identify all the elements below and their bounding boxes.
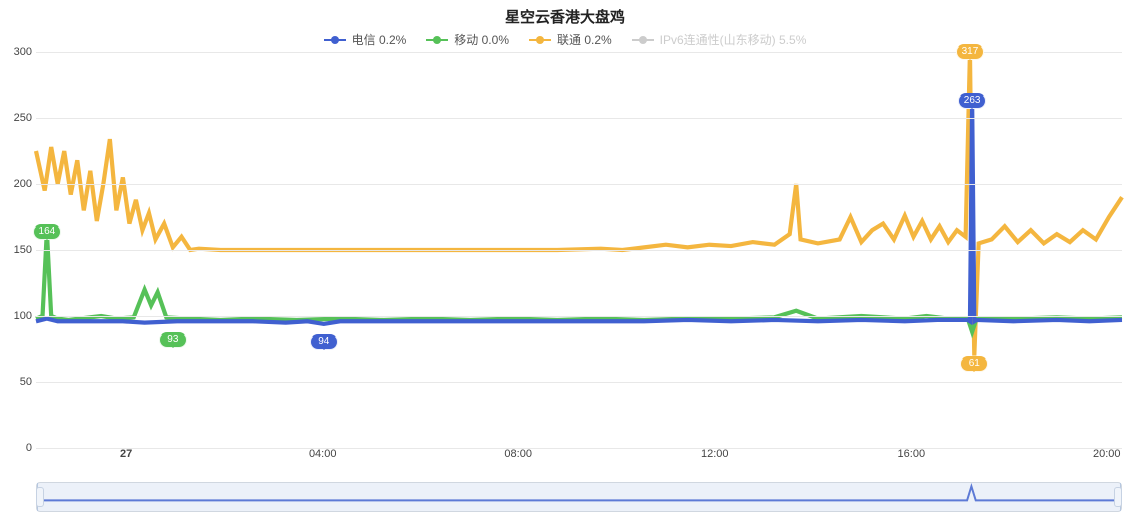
grid-line [36, 184, 1122, 185]
legend-item-dianxin[interactable]: 电信 0.2% [324, 31, 407, 48]
legend-swatch [529, 35, 551, 45]
y-axis-label: 100 [2, 310, 32, 322]
y-axis-label: 250 [2, 112, 32, 124]
legend-swatch [324, 35, 346, 45]
x-axis-label: 08:00 [504, 448, 532, 460]
y-axis-label: 0 [2, 442, 32, 454]
legend-item-yidong[interactable]: 移动 0.0% [426, 31, 509, 48]
data-marker: 263 [958, 93, 986, 109]
legend-swatch [426, 35, 448, 45]
data-marker: 61 [960, 356, 988, 372]
data-marker: 317 [956, 44, 984, 60]
x-axis: 27 04:00 08:00 12:00 16:00 20:00 [36, 448, 1122, 464]
chart-title: 星空云香港大盘鸡 [0, 0, 1130, 27]
y-axis-label: 300 [2, 46, 32, 58]
brush-handle-left[interactable] [36, 487, 44, 507]
grid-line [36, 250, 1122, 251]
y-axis-label: 200 [2, 178, 32, 190]
legend-item-liantong[interactable]: 联通 0.2% [529, 31, 612, 48]
plot-area: 050100150200250300164939426331761 [36, 52, 1122, 448]
legend-swatch [632, 35, 654, 45]
plot-area-wrap: 050100150200250300164939426331761 2704:0… [0, 52, 1130, 474]
brush-handle-right[interactable] [1114, 487, 1122, 507]
brush-selection[interactable] [37, 483, 1121, 511]
legend-label: IPv6连通性(山东移动) 5.5% [660, 31, 807, 48]
series-line-dianxin [36, 101, 1122, 324]
legend-item-ipv6[interactable]: IPv6连通性(山东移动) 5.5% [632, 31, 807, 48]
legend-label: 电信 0.2% [352, 31, 407, 48]
grid-line [36, 316, 1122, 317]
x-axis-label: 04:00 [309, 448, 337, 460]
grid-line [36, 382, 1122, 383]
time-range-brush[interactable] [36, 482, 1122, 512]
x-axis-label: 16:00 [898, 448, 926, 460]
x-axis-label: 12:00 [701, 448, 729, 460]
data-marker: 164 [33, 224, 61, 240]
data-marker: 94 [310, 334, 338, 350]
x-axis-label: 20:00 [1093, 448, 1121, 460]
y-axis-label: 150 [2, 244, 32, 256]
x-axis-label: 27 [120, 448, 132, 460]
latency-chart: 星空云香港大盘鸡 电信 0.2% 移动 0.0% 联通 0.2% IPv6连通性(山东… [0, 0, 1130, 516]
grid-line [36, 118, 1122, 119]
legend-label: 联通 0.2% [557, 31, 612, 48]
y-axis-label: 50 [2, 376, 32, 388]
data-marker: 93 [159, 332, 187, 348]
legend-label: 移动 0.0% [454, 31, 509, 48]
